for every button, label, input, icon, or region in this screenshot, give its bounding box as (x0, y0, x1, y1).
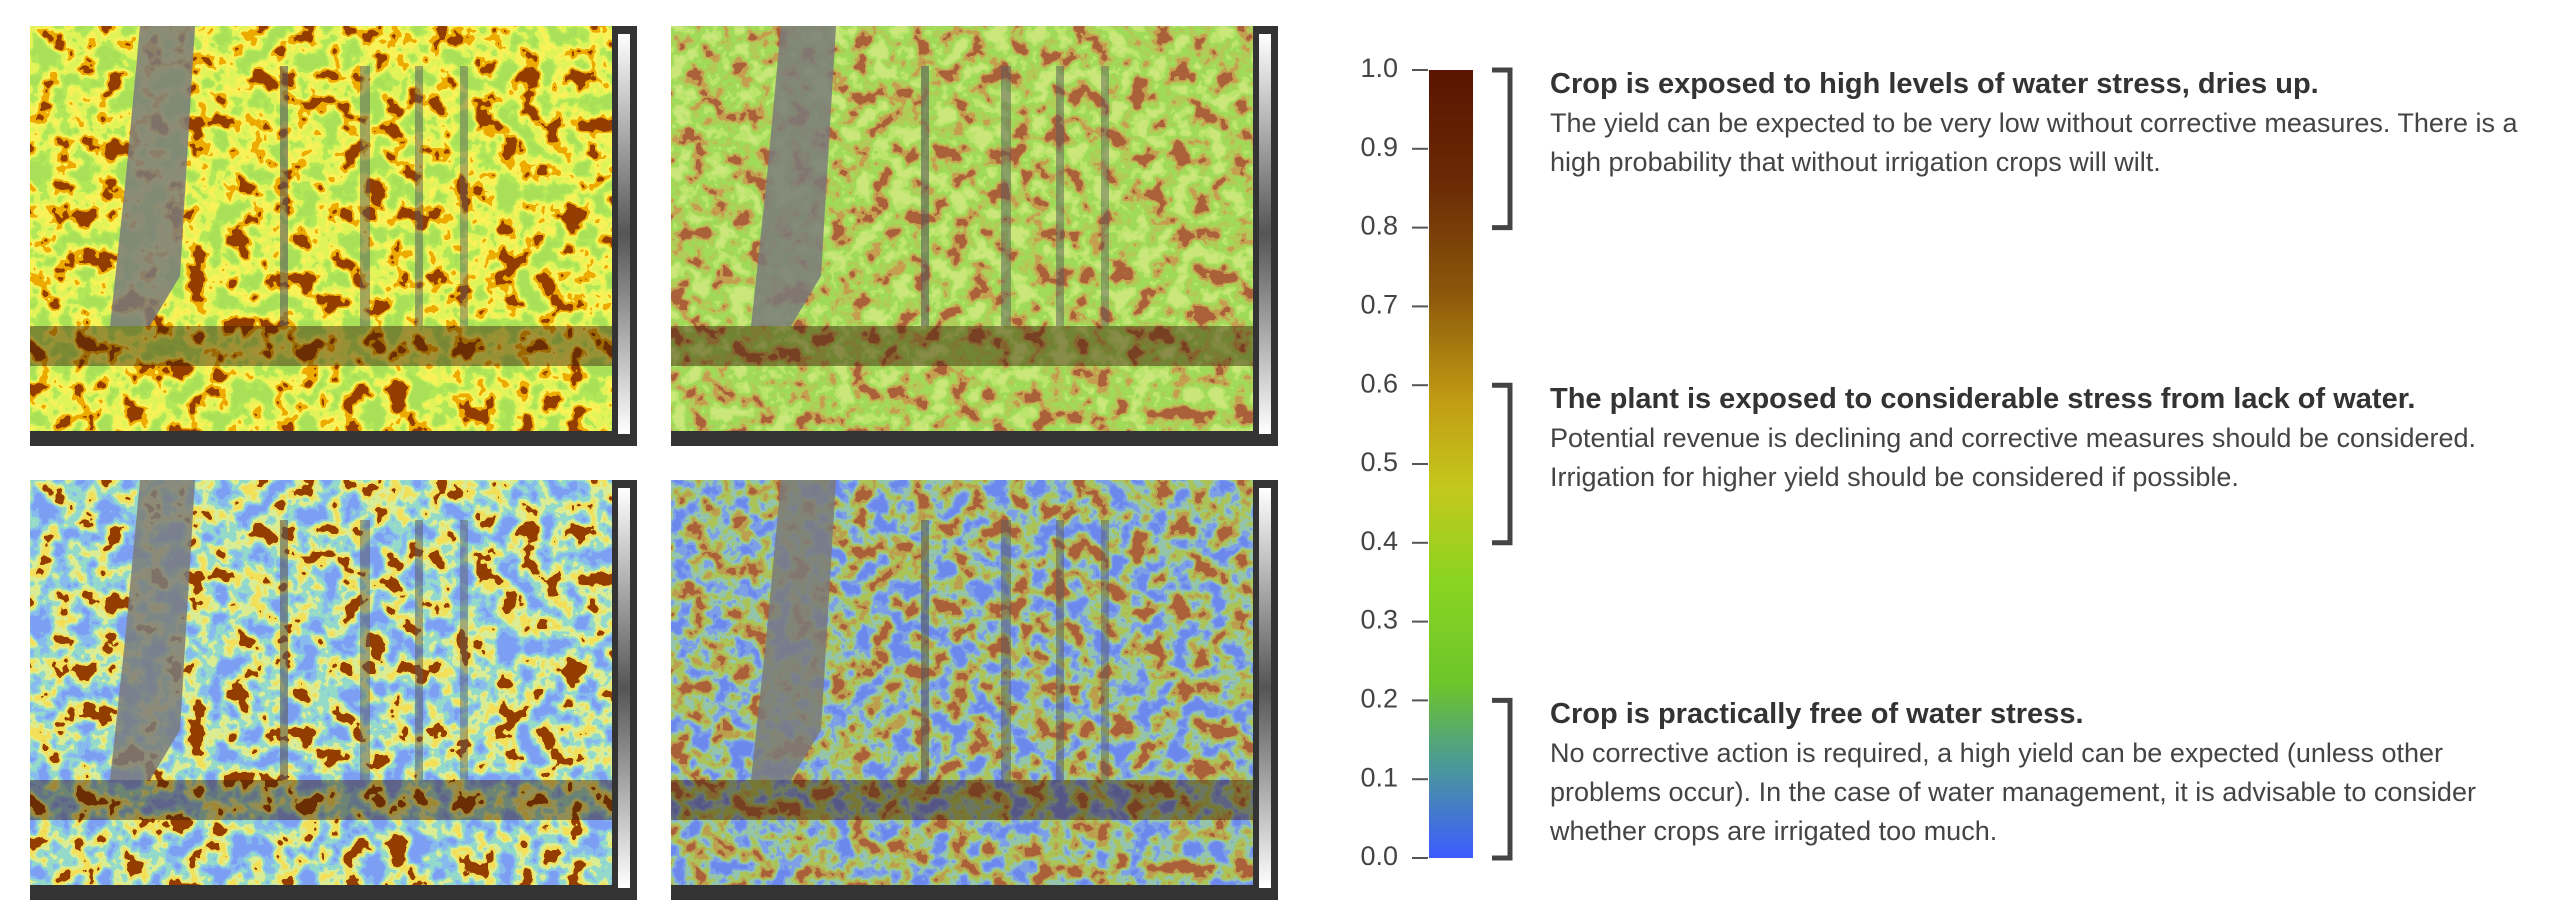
zone-title: Crop is practically free of water stress… (1550, 698, 2084, 731)
tick-label: 0.7 (1360, 290, 1398, 320)
tick-label: 0.5 (1360, 447, 1398, 477)
zone-text: No corrective action is required, a high… (1550, 738, 2476, 847)
zone-text: Potential revenue is declining and corre… (1550, 423, 2477, 493)
tick-label: 0.3 (1360, 605, 1398, 635)
tick-label: 0.1 (1360, 762, 1398, 792)
zone-description: Crop is practically free of water stress… (1550, 694, 2530, 851)
zone-description: The plant is exposed to considerable str… (1550, 379, 2530, 497)
tick-label: 0.4 (1360, 526, 1398, 556)
zone-title: The plant is exposed to considerable str… (1550, 383, 2416, 416)
zone-bracket (1492, 382, 1513, 546)
tick-label: 0.8 (1360, 211, 1398, 241)
zone-text: The yield can be expected to be very low… (1550, 108, 2518, 177)
tick-label: 0.0 (1360, 841, 1398, 871)
thermal-image (671, 26, 1278, 446)
tick-label: 0.2 (1360, 684, 1398, 714)
thermal-image (30, 26, 637, 446)
thermal-image (671, 480, 1278, 900)
tick-label: 1.0 (1360, 53, 1398, 83)
tick-label: 0.6 (1360, 368, 1398, 398)
thermal-image (30, 480, 637, 900)
zone-bracket (1492, 697, 1513, 861)
zone-title: Crop is exposed to high levels of water … (1550, 68, 2319, 100)
zone-bracket (1492, 67, 1513, 231)
zone-description: Crop is exposed to high levels of water … (1550, 64, 2530, 182)
color-bar (1429, 70, 1473, 858)
tick-label: 0.9 (1360, 132, 1398, 162)
